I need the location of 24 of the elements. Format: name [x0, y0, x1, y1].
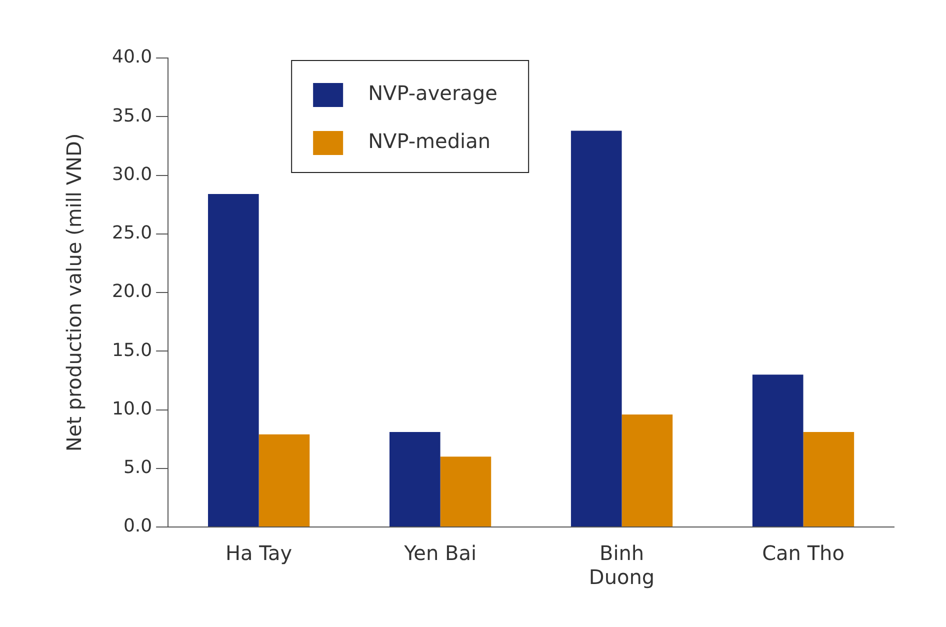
y-tick-label: 30.0 — [112, 164, 152, 185]
x-tick-label: Can Tho — [762, 541, 844, 566]
bar — [752, 374, 804, 526]
bar — [208, 194, 259, 526]
y-tick-label: 5.0 — [123, 457, 152, 478]
x-tick-label: Binh Duong — [588, 541, 655, 590]
legend-label: NVP-median — [368, 129, 491, 154]
y-tick-label: 15.0 — [112, 340, 152, 361]
bar — [389, 432, 440, 526]
bar — [803, 432, 854, 526]
legend-label: NVP-average — [368, 81, 498, 106]
y-tick-label: 40.0 — [112, 46, 152, 68]
x-tick-label: Yen Bai — [403, 541, 477, 566]
y-tick-label: 0.0 — [123, 516, 152, 537]
bar — [622, 414, 673, 526]
bar — [440, 456, 492, 526]
y-tick-label: 20.0 — [112, 281, 152, 302]
bar — [570, 130, 622, 526]
y-tick-label: 35.0 — [112, 105, 152, 126]
bar — [258, 434, 310, 526]
y-axis-title: Net production value (mill VND) — [62, 133, 86, 452]
y-tick-label: 25.0 — [112, 222, 152, 244]
x-tick-label: Ha Tay — [225, 541, 292, 566]
y-tick-label: 10.0 — [112, 398, 152, 420]
